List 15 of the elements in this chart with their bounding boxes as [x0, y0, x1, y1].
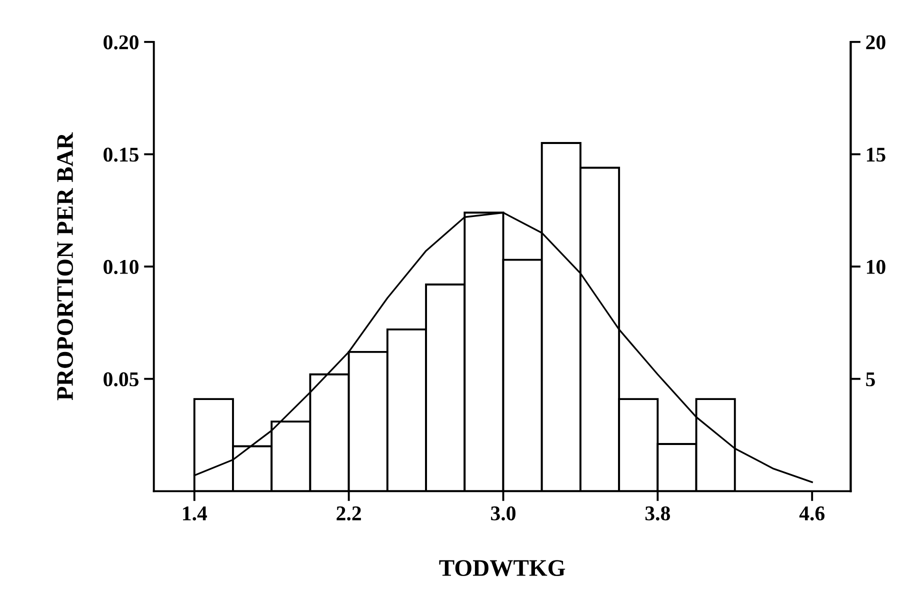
- y2-tick-label: 15: [866, 148, 886, 162]
- y-tick-label: 0.15: [104, 148, 139, 162]
- y2-tick-label: 20: [866, 35, 886, 50]
- x-tick-label: 3.0: [491, 506, 516, 521]
- y-tick-label: 0.20: [104, 35, 138, 50]
- y2-tick-label: 5: [866, 372, 875, 386]
- y-tick-label: 0.05: [104, 372, 139, 386]
- x-tick-label: 1.4: [183, 506, 208, 521]
- x-axis-title: TODWTKG: [439, 560, 566, 576]
- y-axis-title: PROPORTION PER BAR: [57, 132, 74, 400]
- x-tick-label: 3.8: [645, 506, 670, 521]
- y-tick-label: 0.10: [104, 260, 138, 274]
- x-tick-label: 2.2: [336, 506, 361, 521]
- x-tick-label: 4.6: [799, 506, 825, 521]
- y2-tick-label: 10: [866, 260, 886, 274]
